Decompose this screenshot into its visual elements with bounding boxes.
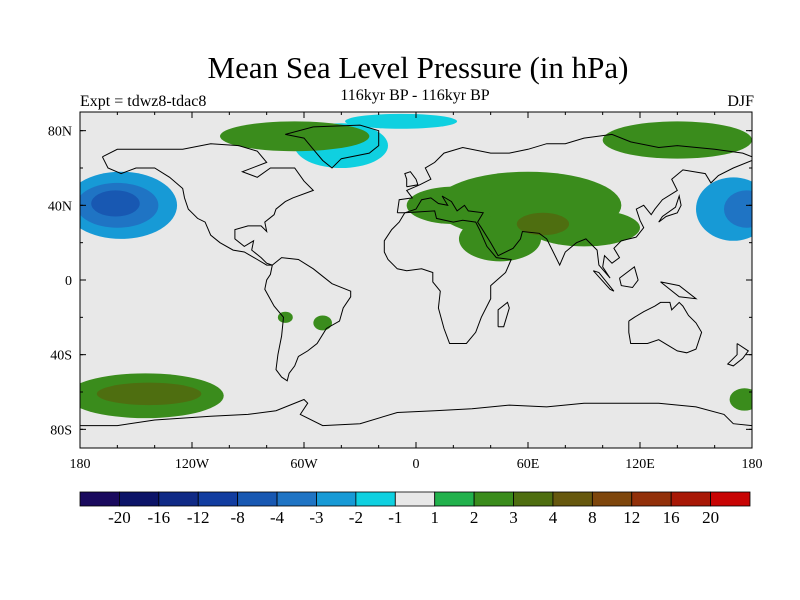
coastline xyxy=(660,281,698,300)
x-tick-label: 180 xyxy=(70,457,91,472)
anomaly-region xyxy=(724,190,752,228)
anomaly-region xyxy=(516,212,570,236)
anomaly-region xyxy=(117,321,192,351)
colorbar-swatch xyxy=(394,491,436,507)
map-title: Mean Sea Level Pressure (in hPa) xyxy=(207,50,629,85)
anomaly-region xyxy=(91,190,140,217)
colorbar-swatch xyxy=(276,491,317,507)
coastline xyxy=(628,301,703,354)
colorbar-label: 4 xyxy=(549,508,558,527)
y-tick-label: 80N xyxy=(48,125,72,140)
colorbar-swatch xyxy=(710,491,751,507)
colorbar-swatch xyxy=(670,491,711,507)
coastline xyxy=(592,270,615,292)
season-label: DJF xyxy=(727,93,754,110)
experiment-label: Expt = tdwz8-tdac8 xyxy=(80,93,207,110)
colorbar-label: -20 xyxy=(108,508,131,527)
colorbar-swatch xyxy=(631,491,672,507)
colorbar-label: -4 xyxy=(270,508,285,527)
colorbar-label: -8 xyxy=(231,508,245,527)
colorbar-label: -1 xyxy=(388,508,402,527)
colorbar: -20 -16 -12 -8 -4 -3 -2 -1 1 2 3 4 8 12 16 20 xyxy=(79,491,751,527)
x-tick-label: 120W xyxy=(175,457,210,472)
x-tick-label: 120E xyxy=(625,457,655,472)
coastline xyxy=(396,133,752,279)
y-tick-label: 40S xyxy=(50,349,72,364)
coastline xyxy=(101,143,315,266)
coastline xyxy=(285,124,380,169)
map-subtitle: 116kyr BP - 116kyr BP xyxy=(340,87,490,104)
colorbar-label: 20 xyxy=(702,508,719,527)
coastlines xyxy=(80,124,752,427)
pressure-anomaly-regions xyxy=(80,113,752,419)
coastline xyxy=(80,398,752,427)
coastline xyxy=(619,266,639,289)
x-axis: 180 120W 60W 0 60E 120E 180 xyxy=(70,112,763,472)
colorbar-swatch xyxy=(79,491,120,507)
colorbar-label: 12 xyxy=(623,508,640,527)
colorbar-swatch xyxy=(197,491,239,507)
colorbar-swatch xyxy=(473,491,514,507)
colorbar-swatch xyxy=(355,491,396,507)
colorbar-label: -2 xyxy=(349,508,363,527)
colorbar-label: -12 xyxy=(187,508,210,527)
coastline xyxy=(264,257,352,382)
colorbar-swatch xyxy=(513,491,554,507)
colorbar-swatch xyxy=(552,491,593,507)
colorbar-label: 8 xyxy=(588,508,597,527)
y-axis: 80N 40N 0 40S 80S xyxy=(48,125,752,438)
coastline xyxy=(383,210,512,344)
coastline xyxy=(404,171,419,188)
x-tick-label: 180 xyxy=(742,457,763,472)
x-tick-label: 60E xyxy=(517,457,540,472)
colorbar-swatch xyxy=(119,491,160,507)
x-tick-label: 0 xyxy=(413,457,420,472)
colorbar-label: -16 xyxy=(147,508,170,527)
y-tick-label: 80S xyxy=(50,423,72,438)
y-tick-label: 40N xyxy=(48,199,72,214)
colorbar-label: 2 xyxy=(470,508,479,527)
y-tick-label: 0 xyxy=(65,274,72,289)
anomaly-region xyxy=(96,382,202,406)
colorbar-label: -3 xyxy=(309,508,323,527)
anomaly-region xyxy=(313,315,332,331)
colorbar-label: 3 xyxy=(509,508,518,527)
colorbar-label: 1 xyxy=(430,508,439,527)
anomaly-region xyxy=(93,353,161,364)
coastline xyxy=(497,301,510,328)
colorbar-swatch xyxy=(591,491,633,507)
colorbar-swatch xyxy=(237,491,278,507)
coastline xyxy=(658,194,682,223)
anomaly-region xyxy=(729,388,752,411)
anomaly-region xyxy=(345,113,458,129)
coastline xyxy=(726,343,750,367)
colorbar-swatch xyxy=(434,491,475,507)
colorbar-label: 16 xyxy=(663,508,680,527)
x-tick-label: 60W xyxy=(290,457,318,472)
colorbar-swatch xyxy=(316,491,357,507)
anomaly-region xyxy=(572,356,715,391)
colorbar-swatch xyxy=(158,491,199,507)
